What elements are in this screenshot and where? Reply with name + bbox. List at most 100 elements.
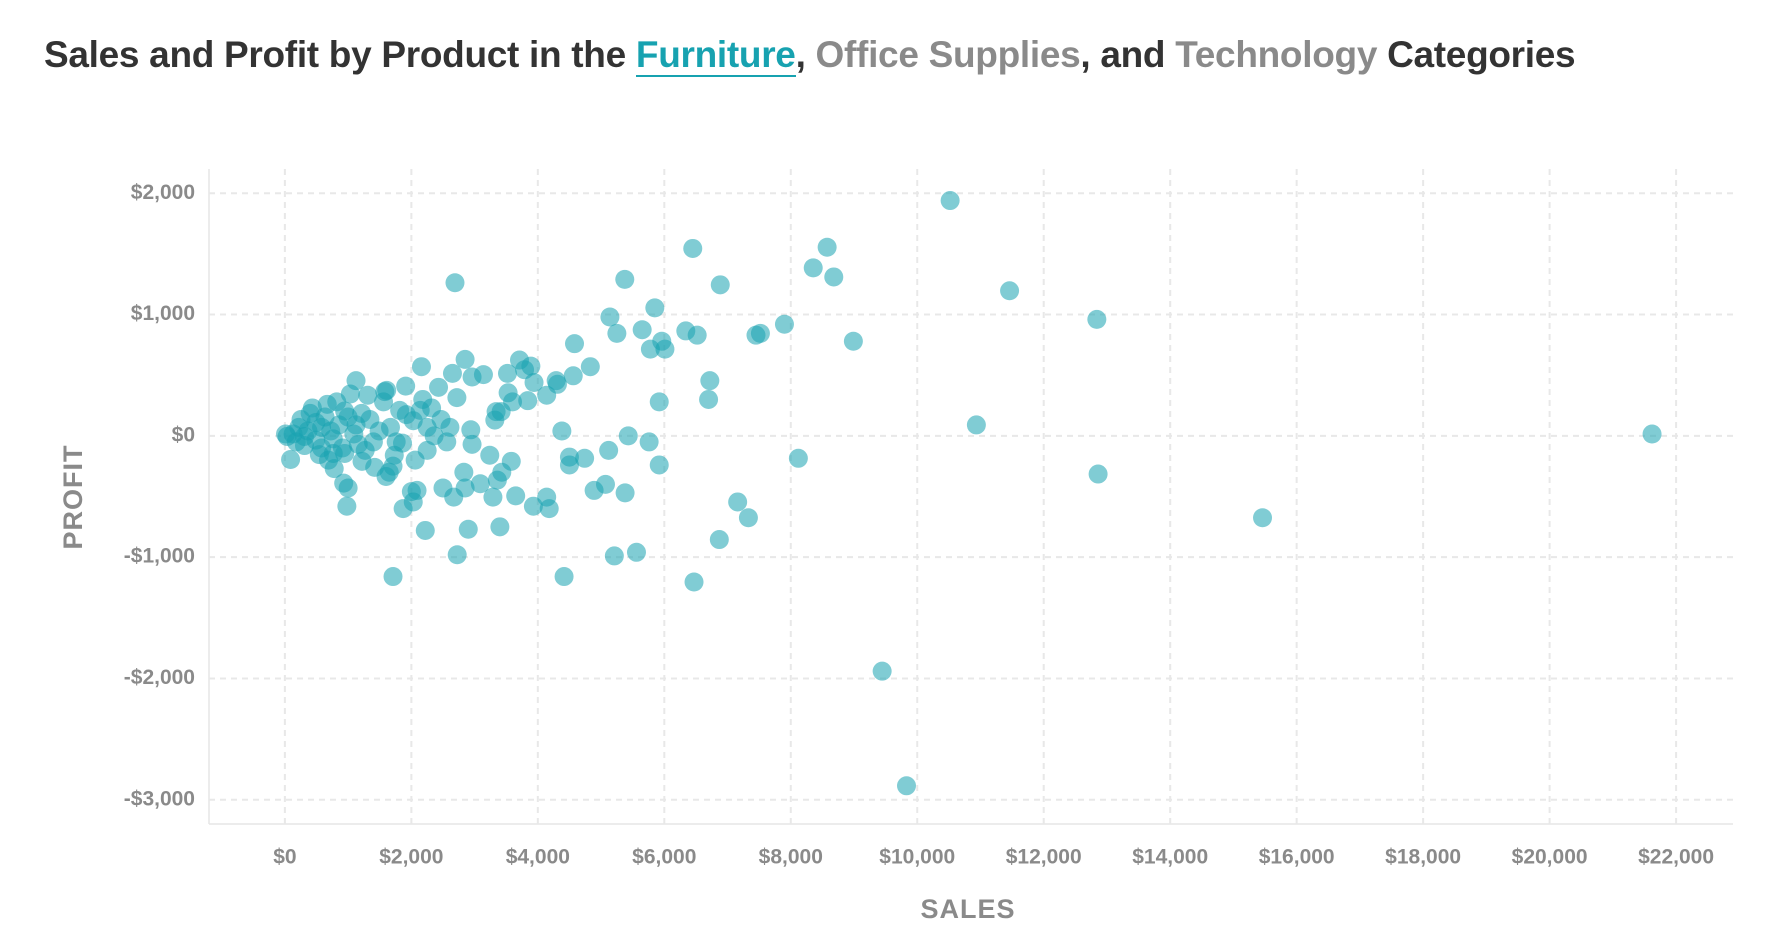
x-tick-label: $14,000 (1132, 846, 1208, 869)
point (966, 415, 986, 435)
point (554, 567, 574, 587)
point (632, 320, 652, 340)
point (442, 363, 462, 383)
point (1253, 508, 1273, 528)
point (639, 432, 659, 452)
title-part: , (795, 34, 806, 75)
title-part: , and (1080, 34, 1166, 75)
point (575, 448, 595, 468)
point (699, 389, 719, 409)
point (1000, 281, 1020, 301)
point (415, 520, 435, 540)
point (547, 374, 567, 394)
point (340, 384, 360, 404)
point (774, 314, 794, 334)
point (559, 455, 579, 475)
title-part[interactable]: Office Supplies (815, 34, 1081, 75)
point (615, 269, 635, 289)
x-tick-label: $2,000 (379, 846, 443, 869)
point (433, 478, 453, 498)
point (728, 492, 748, 512)
point (380, 417, 400, 437)
point (626, 542, 646, 562)
point (485, 410, 505, 430)
x-tick-label: $18,000 (1385, 846, 1461, 869)
point (649, 455, 669, 475)
title-part[interactable]: Furniture (635, 34, 796, 77)
point (338, 407, 358, 427)
point (788, 448, 808, 468)
chart-title: Sales and Profit by Product in the Furnit… (44, 34, 1576, 77)
point (323, 443, 343, 463)
point (563, 366, 583, 386)
point (824, 267, 844, 287)
point (580, 357, 600, 377)
point (750, 323, 770, 343)
point (411, 357, 431, 377)
y-tick-label: -$1,000 (124, 545, 195, 568)
x-tick-label: $20,000 (1512, 846, 1588, 869)
point (454, 462, 474, 482)
point (462, 434, 482, 454)
point (281, 450, 301, 470)
title-part[interactable]: Technology (1175, 34, 1378, 75)
x-axis-title: SALES (920, 894, 1015, 924)
point (447, 545, 467, 565)
point (447, 388, 467, 408)
point (497, 363, 517, 383)
point (393, 499, 413, 519)
point (407, 480, 427, 500)
point (377, 380, 397, 400)
point (565, 334, 585, 354)
x-tick-label: $12,000 (1006, 846, 1082, 869)
point (348, 434, 368, 454)
point (429, 377, 449, 397)
point (687, 325, 707, 345)
y-tick-label: $2,000 (131, 181, 195, 204)
point (600, 307, 620, 327)
point (700, 371, 720, 391)
point (506, 486, 526, 506)
point (483, 487, 503, 507)
y-tick-label: $1,000 (131, 302, 195, 325)
point (461, 420, 481, 440)
point (645, 298, 665, 318)
x-tick-label: $8,000 (759, 846, 823, 869)
point (321, 421, 341, 441)
point (896, 776, 916, 796)
point (383, 567, 403, 587)
point (523, 496, 543, 516)
point (843, 331, 863, 351)
point (615, 483, 635, 503)
point (649, 392, 669, 412)
point (455, 349, 475, 369)
point (683, 238, 703, 258)
title-part: Sales and Profit by Product in the (44, 34, 626, 75)
point (480, 445, 500, 465)
point (655, 339, 675, 359)
x-tick-label: $16,000 (1259, 846, 1335, 869)
point (490, 517, 510, 537)
point (363, 432, 383, 452)
point (817, 237, 837, 257)
point (607, 323, 627, 343)
x-tick-label: $6,000 (632, 846, 696, 869)
point (337, 496, 357, 516)
x-tick-label: $22,000 (1638, 846, 1714, 869)
point (462, 367, 482, 387)
point (390, 400, 410, 420)
point (1088, 464, 1108, 484)
point (710, 275, 730, 295)
y-tick-label: -$2,000 (124, 666, 195, 689)
point (518, 391, 538, 411)
point (458, 519, 478, 539)
points (276, 191, 1662, 796)
point (738, 508, 758, 528)
title-part: Categories (1387, 34, 1576, 75)
x-tick-label: $4,000 (506, 846, 570, 869)
point (604, 546, 624, 566)
x-tick-label: $0 (273, 846, 296, 869)
point (640, 339, 660, 359)
